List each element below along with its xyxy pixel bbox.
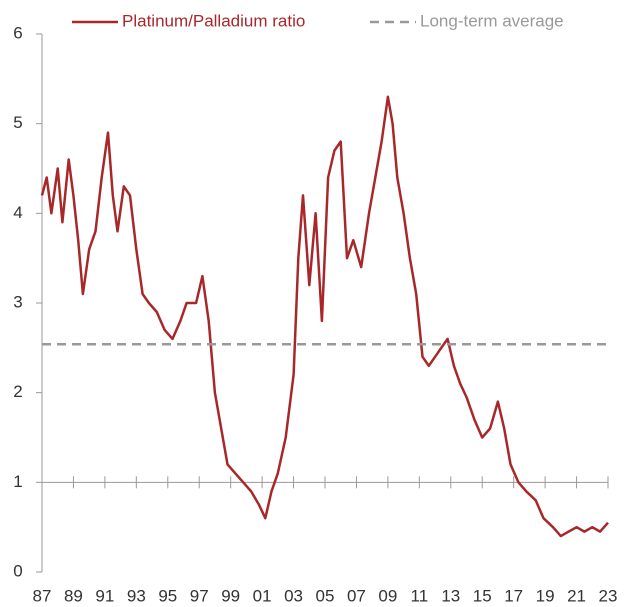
y-tick-label: 3: [13, 292, 22, 311]
x-tick-label: 99: [221, 586, 240, 605]
x-tick-label: 03: [284, 586, 303, 605]
x-tick-label: 13: [441, 586, 460, 605]
y-tick-label: 2: [13, 382, 22, 401]
y-tick-label: 4: [13, 203, 22, 222]
x-tick-label: 01: [253, 586, 272, 605]
x-tick-label: 15: [473, 586, 492, 605]
x-tick-label: 91: [95, 586, 114, 605]
x-tick-label: 97: [190, 586, 209, 605]
x-tick-label: 11: [411, 586, 429, 605]
x-tick-label: 05: [316, 586, 335, 605]
x-tick-label: 21: [567, 586, 586, 605]
x-tick-label: 09: [378, 586, 397, 605]
y-tick-label: 5: [13, 113, 22, 132]
y-tick-label: 1: [13, 472, 22, 491]
x-tick-label: 89: [64, 586, 83, 605]
x-tick-label: 07: [347, 586, 366, 605]
y-tick-label: 0: [13, 561, 22, 580]
legend-label: Platinum/Palladium ratio: [122, 11, 305, 30]
x-tick-label: 17: [504, 586, 523, 605]
x-tick-label: 19: [536, 586, 555, 605]
x-tick-label: 93: [127, 586, 146, 605]
legend-label: Long-term average: [420, 11, 564, 30]
x-tick-label: 95: [158, 586, 177, 605]
y-tick-label: 6: [13, 23, 22, 42]
x-tick-label: 87: [33, 586, 52, 605]
x-tick-label: 23: [599, 586, 618, 605]
ratio-line: [40, 95, 609, 538]
